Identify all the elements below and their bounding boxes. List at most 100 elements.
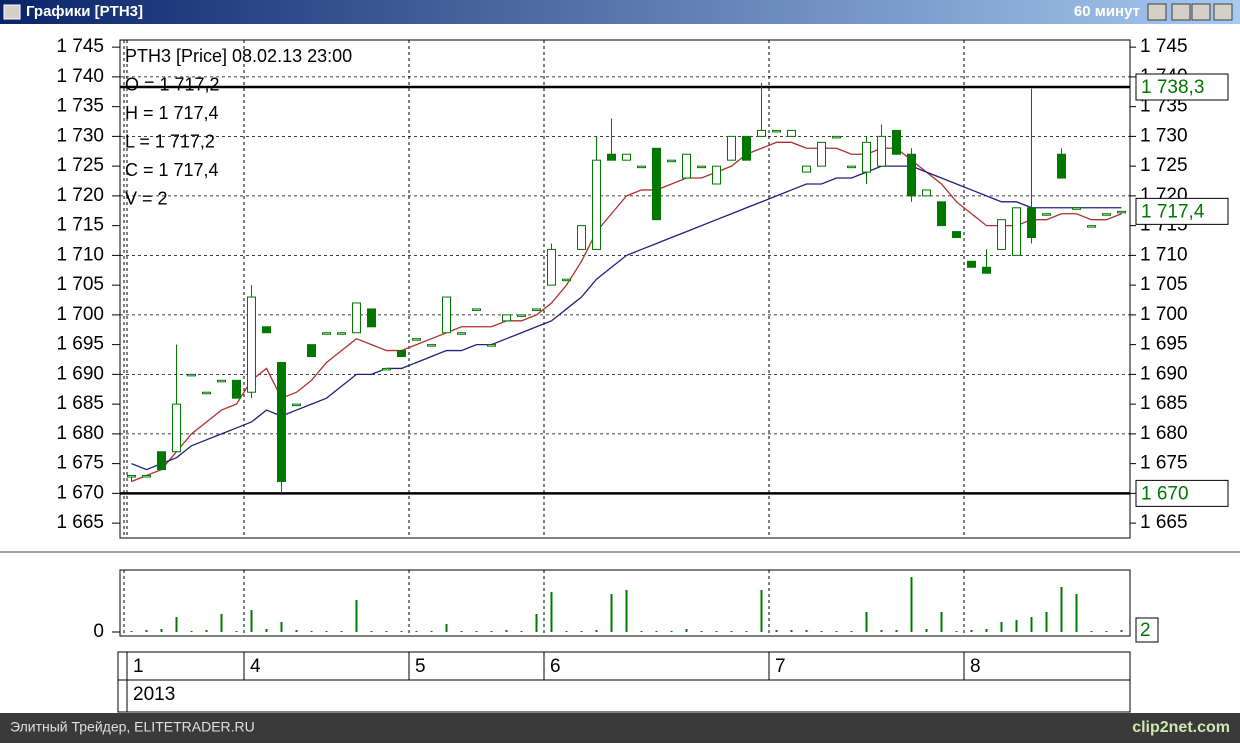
ohlc-info: PTH3 [Price] 08.02.13 23:00 (125, 46, 352, 66)
candle-body (562, 278, 571, 282)
last-price-label: 1 717,4 (1141, 201, 1205, 222)
candle-body (412, 338, 421, 341)
candle-body (607, 153, 616, 161)
volume-panel (119, 569, 1131, 637)
candle-body (532, 308, 541, 311)
candle-body (547, 248, 556, 286)
candle-body (352, 302, 361, 334)
candle-body (127, 475, 136, 478)
candle-body (697, 165, 706, 169)
candle-body (1012, 207, 1021, 256)
candle-body (1057, 153, 1066, 179)
y2-tick-label: 1 700 (1140, 304, 1188, 325)
y2-tick-label: 1 695 (1140, 334, 1188, 355)
candle-body (292, 403, 301, 407)
y-tick-label: 1 665 (56, 512, 104, 533)
y-tick-label: 1 690 (56, 363, 104, 384)
candle-body (1042, 213, 1051, 216)
level-label: 1 670 (1141, 483, 1189, 504)
candle-body (1117, 210, 1126, 214)
candle-body (772, 129, 781, 133)
y-tick-label: 1 715 (56, 215, 104, 236)
candle-body (157, 451, 166, 471)
day-label: 8 (970, 656, 981, 677)
candle-body (727, 135, 736, 161)
candle-body (337, 332, 346, 335)
y-tick-label: 1 685 (56, 393, 104, 414)
timeframe[interactable]: 60 минут (1074, 3, 1140, 20)
candle-body (277, 361, 286, 482)
ohlc-info: O = 1 717,2 (125, 74, 220, 94)
last-price-box (1135, 197, 1229, 225)
footer (0, 713, 1240, 743)
day-label: 6 (550, 656, 561, 677)
window-title: Графики [PTH3] (26, 3, 143, 20)
candle-body (742, 135, 751, 161)
candle-body (952, 231, 961, 239)
candle-body (517, 314, 526, 317)
window-icon (3, 4, 21, 20)
candle-body (1087, 225, 1096, 228)
candle-body (802, 165, 811, 173)
candle-body (637, 165, 646, 169)
candle-body (847, 165, 856, 169)
y-tick-label: 1 705 (56, 274, 104, 295)
footer-right: clip2net.com (1132, 719, 1230, 736)
candle-body (367, 308, 376, 328)
candle-body (652, 147, 661, 221)
minimize-button[interactable] (1171, 3, 1191, 21)
candle-body (322, 332, 331, 335)
y-tick-label: 1 710 (56, 244, 104, 265)
candle-body (262, 326, 271, 334)
y2-tick-label: 1 725 (1140, 155, 1188, 176)
candle-body (667, 159, 676, 163)
volume-tick-label: 0 (93, 621, 104, 642)
candle-body (172, 403, 181, 453)
level-label: 1 738,3 (1141, 77, 1204, 98)
day-label: 4 (250, 656, 261, 677)
candle-body (487, 344, 496, 347)
candle-body (577, 225, 586, 250)
candle-body (442, 296, 451, 334)
y-tick-label: 1 695 (56, 334, 104, 355)
candle-body (1102, 213, 1111, 216)
y-tick-label: 1 735 (56, 96, 104, 117)
candle-body (787, 129, 796, 137)
footer-left: Элитный Трейдер, ELITETRADER.RU (10, 719, 255, 735)
candle-body (982, 266, 991, 274)
candle-body (247, 296, 256, 393)
candle-body (382, 367, 391, 371)
y2-tick-label: 1 675 (1140, 453, 1188, 474)
candle-body (472, 308, 481, 311)
candle-body (997, 219, 1006, 250)
day-label: 7 (775, 656, 786, 677)
y-tick-label: 1 670 (56, 482, 104, 503)
y2-tick-label: 1 680 (1140, 423, 1188, 444)
ohlc-info: L = 1 717,2 (125, 131, 215, 151)
candle-body (967, 260, 976, 268)
candle-body (937, 201, 946, 227)
candle-body (202, 391, 211, 395)
level-box (1135, 479, 1229, 507)
anchor-button[interactable] (1147, 3, 1167, 21)
candle-body (832, 135, 841, 139)
candle-body (817, 141, 826, 167)
y-tick-label: 1 745 (56, 36, 104, 57)
candle-body (892, 129, 901, 155)
candle-body (757, 129, 766, 137)
title-bar (0, 0, 1240, 24)
maximize-button[interactable] (1191, 3, 1211, 21)
ohlc-info: C = 1 717,4 (125, 160, 219, 180)
close-button[interactable] (1213, 3, 1233, 21)
candle-body (907, 153, 916, 197)
candle-body (877, 135, 886, 167)
y2-tick-label: 1 665 (1140, 512, 1188, 533)
candle-body (397, 350, 406, 358)
candle-body (862, 141, 871, 173)
y2-tick-label: 1 710 (1140, 244, 1188, 265)
candle-body (217, 379, 226, 383)
y2-tick-label: 1 735 (1140, 96, 1188, 117)
y-tick-label: 1 725 (56, 155, 104, 176)
y-tick-label: 1 740 (56, 66, 104, 87)
